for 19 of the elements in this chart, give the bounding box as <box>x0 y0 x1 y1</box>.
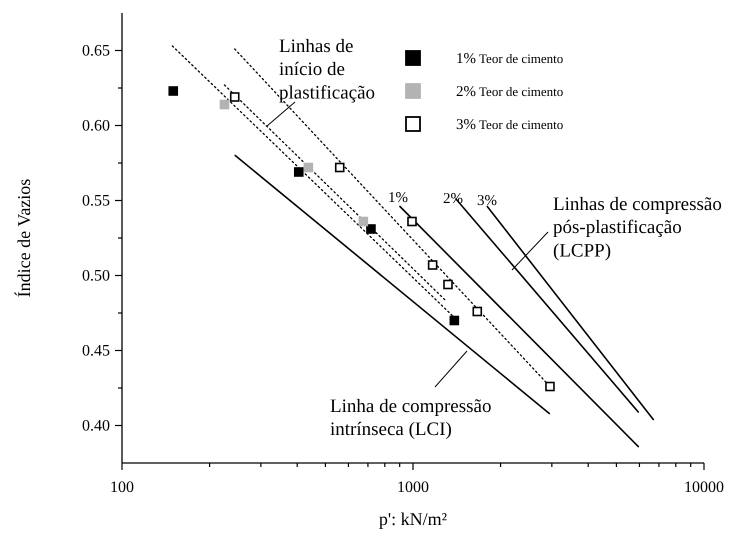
y-tick-label: 0.60 <box>82 118 110 134</box>
annotation: Linhas de compressão pós-plastificação (LCPP) <box>553 194 722 262</box>
x-tick-label: 100 <box>110 479 134 496</box>
y-tick-label: 0.50 <box>82 268 110 284</box>
x-tick-label: 1000 <box>397 479 429 496</box>
legend-label: 2% Teor de cimento <box>456 84 564 100</box>
y-tick-label: 0.40 <box>82 418 110 434</box>
annotation: Linha de compressão intrínseca (LCI) <box>330 396 492 440</box>
annotation: 3% <box>477 193 497 209</box>
legend-label: 3% Teor de cimento <box>456 117 564 133</box>
legend-label: 1% Teor de cimento <box>456 51 564 67</box>
y-tick-label: 0.65 <box>82 42 110 60</box>
y-tick-label: 0.45 <box>82 342 110 360</box>
annotation: Linhas de início de plastificação <box>279 36 376 104</box>
x-axis-title: p': kN/m² <box>378 509 448 529</box>
x-tick-label: 10000 <box>684 479 724 496</box>
y-tick-label: 0.55 <box>82 192 110 210</box>
y-axis-title: Índice de Vazios <box>14 178 34 298</box>
annotation: 1% <box>388 190 408 206</box>
